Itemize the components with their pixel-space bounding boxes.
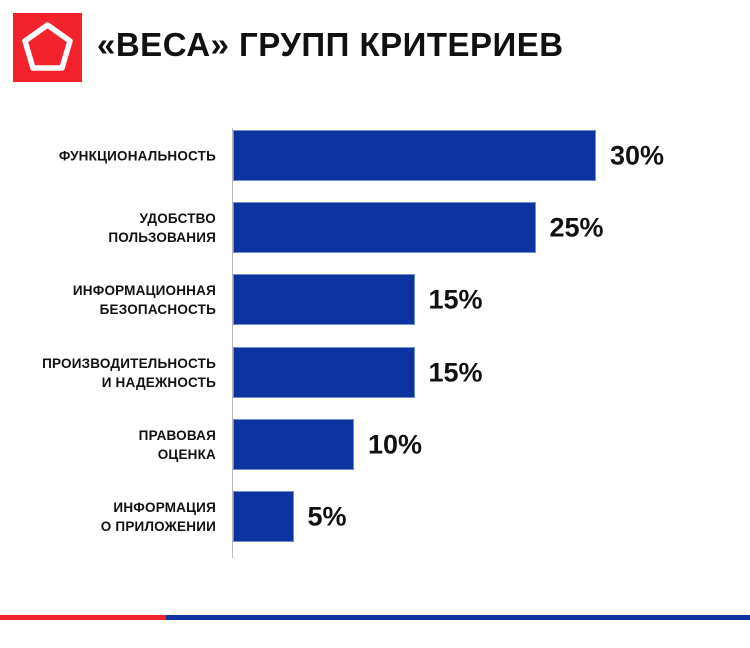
bar (233, 202, 536, 253)
label-line: ИНФОРМАЦИЯ (113, 500, 216, 515)
label-line: ОЦЕНКА (157, 447, 216, 462)
value-label: 10% (368, 429, 423, 460)
label-line: ПРАВОВАЯ (138, 428, 216, 443)
bar-row: ИНФОРМАЦИОННАЯ БЕЗОПАСНОСТЬ 15% (0, 274, 750, 326)
label-line: БЕЗОПАСНОСТЬ (99, 302, 216, 317)
category-label: ПРАВОВАЯ ОЦЕНКА (0, 426, 216, 464)
value-label: 15% (428, 357, 483, 388)
bar-row: ПРАВОВАЯ ОЦЕНКА 10% (0, 419, 750, 471)
bar (233, 491, 294, 542)
bar (233, 274, 415, 325)
label-line: ФУНКЦИОНАЛЬНОСТЬ (58, 148, 216, 164)
category-label: ИНФОРМАЦИОННАЯ БЕЗОПАСНОСТЬ (0, 281, 216, 319)
footer-stripe-red (0, 615, 166, 620)
label-line: УДОБСТВО (139, 211, 216, 226)
footer-stripe-blue (166, 615, 750, 620)
bar (233, 347, 415, 398)
logo (13, 13, 82, 82)
category-label: ФУНКЦИОНАЛЬНОСТЬ (0, 147, 216, 166)
value-label: 5% (307, 501, 347, 532)
bar-row: ПРОИЗВОДИТЕЛЬНОСТЬ И НАДЕЖНОСТЬ 15% (0, 347, 750, 399)
pentagon-logo-icon (22, 22, 73, 71)
label-line: И НАДЕЖНОСТЬ (101, 375, 216, 390)
category-label: ПРОИЗВОДИТЕЛЬНОСТЬ И НАДЕЖНОСТЬ (0, 354, 216, 392)
value-label: 15% (428, 284, 483, 315)
category-label: УДОБСТВО ПОЛЬЗОВАНИЯ (0, 209, 216, 247)
bar (233, 130, 596, 181)
y-axis-line (232, 128, 233, 558)
page-title: «ВЕСА» ГРУПП КРИТЕРИЕВ (97, 26, 564, 63)
bar-row: УДОБСТВО ПОЛЬЗОВАНИЯ 25% (0, 202, 750, 254)
value-label: 30% (610, 140, 665, 171)
bar (233, 419, 354, 470)
bar-row: ФУНКЦИОНАЛЬНОСТЬ 30% (0, 130, 750, 182)
label-line: ПОЛЬЗОВАНИЯ (108, 230, 216, 245)
category-label: ИНФОРМАЦИЯ О ПРИЛОЖЕНИИ (0, 498, 216, 536)
label-line: ПРОИЗВОДИТЕЛЬНОСТЬ (42, 356, 216, 371)
label-line: О ПРИЛОЖЕНИИ (100, 519, 216, 534)
label-line: ИНФОРМАЦИОННАЯ (72, 283, 216, 298)
bar-row: ИНФОРМАЦИЯ О ПРИЛОЖЕНИИ 5% (0, 491, 750, 543)
value-label: 25% (549, 212, 604, 243)
